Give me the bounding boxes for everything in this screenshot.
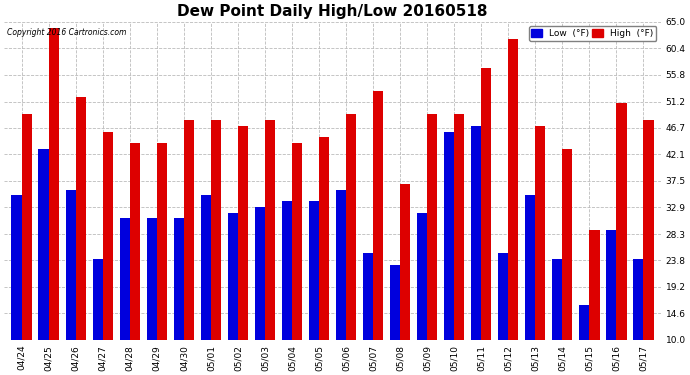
Bar xyxy=(238,126,248,340)
Bar xyxy=(184,120,194,340)
Bar xyxy=(427,114,437,340)
Bar xyxy=(211,120,221,340)
Bar xyxy=(498,253,508,340)
Bar xyxy=(508,39,518,340)
Bar xyxy=(390,265,400,340)
Bar xyxy=(308,201,319,340)
Bar xyxy=(92,259,103,340)
Bar xyxy=(119,219,130,340)
Bar xyxy=(616,103,627,340)
Bar xyxy=(201,195,211,340)
Bar xyxy=(39,149,49,340)
Bar xyxy=(103,132,113,340)
Legend: Low  (°F), High  (°F): Low (°F), High (°F) xyxy=(529,26,656,41)
Bar xyxy=(633,259,643,340)
Bar xyxy=(643,120,653,340)
Bar xyxy=(373,91,384,340)
Bar xyxy=(363,253,373,340)
Bar xyxy=(292,143,302,340)
Bar xyxy=(589,230,600,340)
Bar xyxy=(400,184,411,340)
Bar xyxy=(130,143,140,340)
Bar xyxy=(174,219,184,340)
Bar xyxy=(228,213,238,340)
Bar xyxy=(157,143,167,340)
Bar xyxy=(66,189,76,340)
Bar xyxy=(481,68,491,340)
Bar xyxy=(606,230,616,340)
Bar xyxy=(146,219,157,340)
Bar xyxy=(49,27,59,340)
Bar xyxy=(12,195,21,340)
Title: Dew Point Daily High/Low 20160518: Dew Point Daily High/Low 20160518 xyxy=(177,4,488,19)
Bar xyxy=(265,120,275,340)
Bar xyxy=(255,207,265,340)
Bar xyxy=(471,126,481,340)
Bar xyxy=(282,201,292,340)
Bar xyxy=(346,114,356,340)
Bar xyxy=(535,126,546,340)
Bar xyxy=(21,114,32,340)
Bar xyxy=(319,138,329,340)
Bar xyxy=(76,97,86,340)
Text: Copyright 2016 Cartronics.com: Copyright 2016 Cartronics.com xyxy=(8,28,127,37)
Bar xyxy=(444,132,454,340)
Bar xyxy=(562,149,573,340)
Bar xyxy=(417,213,427,340)
Bar xyxy=(525,195,535,340)
Bar xyxy=(336,189,346,340)
Bar xyxy=(552,259,562,340)
Bar xyxy=(454,114,464,340)
Bar xyxy=(579,305,589,340)
